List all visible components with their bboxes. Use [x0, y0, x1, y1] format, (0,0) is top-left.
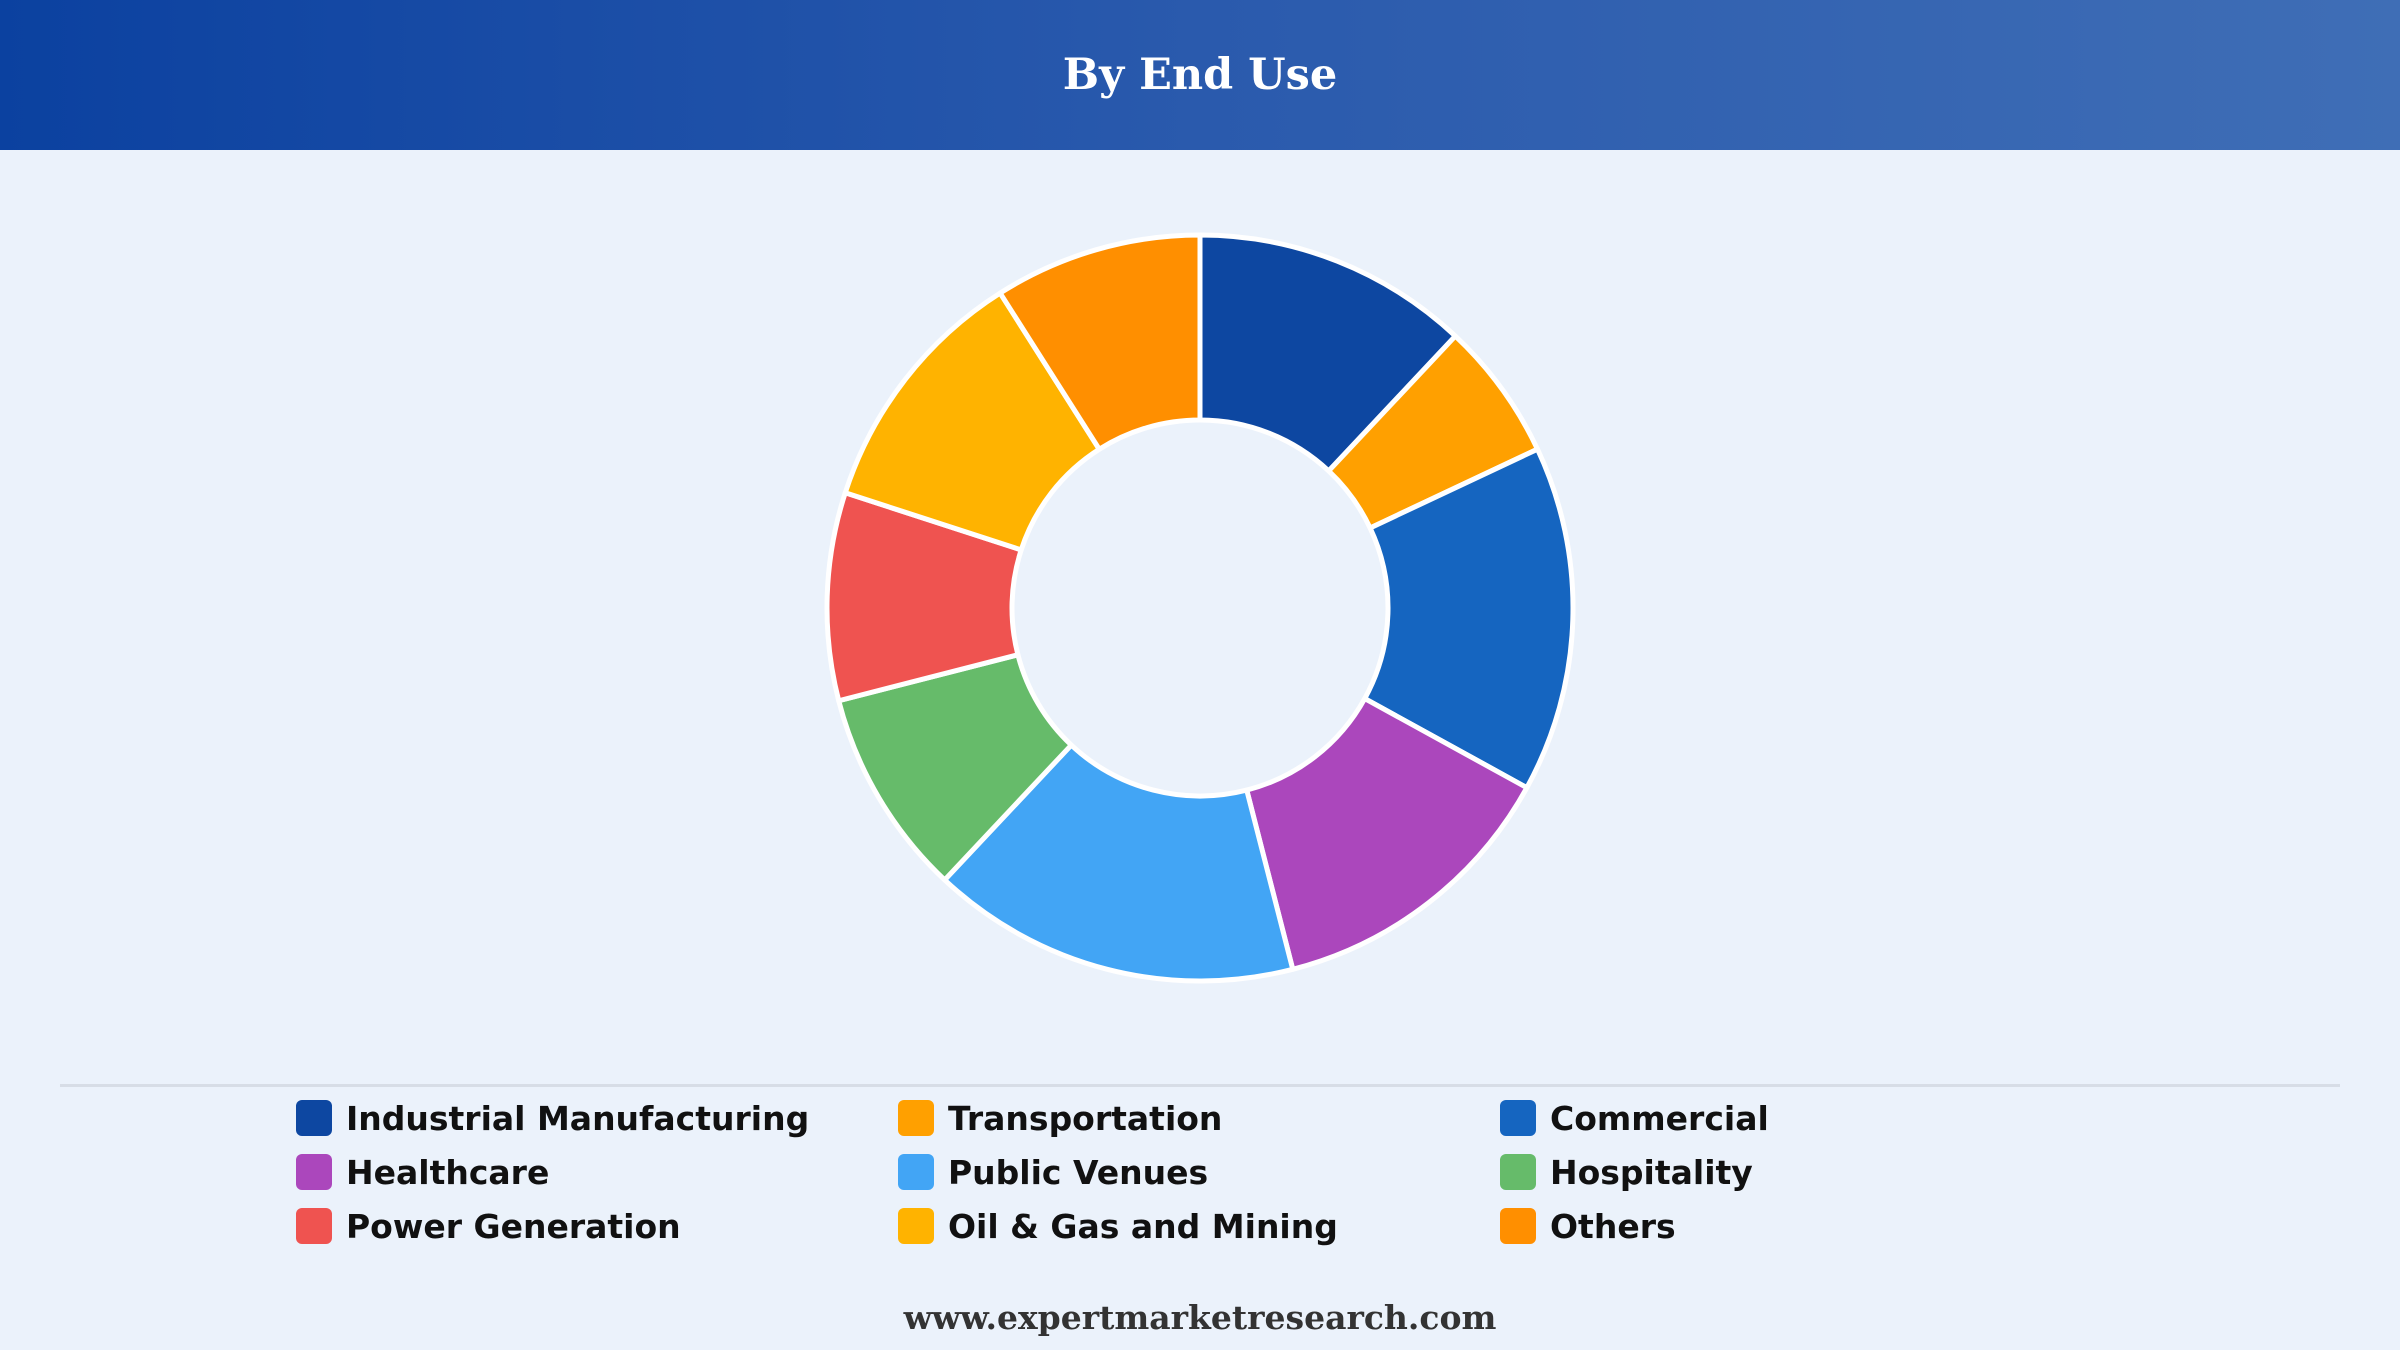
legend-label: Healthcare: [346, 1152, 550, 1192]
chart-title: By End Use: [1062, 50, 1338, 100]
legend-label: Hospitality: [1550, 1152, 1753, 1192]
donut-slice-others: [997, 232, 1203, 452]
donut-chart: [824, 232, 1576, 984]
chart-legend: Industrial Manufacturing Transportation Co…: [296, 1098, 2116, 1246]
legend-label: Oil & Gas and Mining: [948, 1206, 1338, 1246]
legend-item-transportation: Transportation: [898, 1098, 1500, 1138]
legend-label: Power Generation: [346, 1206, 681, 1246]
legend-item-healthcare: Healthcare: [296, 1152, 898, 1192]
legend-swatch: [1500, 1208, 1536, 1244]
legend-label: Public Venues: [948, 1152, 1209, 1192]
chart-area: [0, 150, 2400, 1080]
legend-item-oil-gas-and-mining: Oil & Gas and Mining: [898, 1206, 1500, 1246]
legend-swatch: [1500, 1100, 1536, 1136]
legend-swatch: [1500, 1154, 1536, 1190]
legend-label: Industrial Manufacturing: [346, 1098, 810, 1138]
donut-slice-oil-gas-and-mining: [842, 290, 1102, 553]
legend-swatch: [898, 1100, 934, 1136]
legend-swatch: [898, 1154, 934, 1190]
legend-item-commercial: Commercial: [1500, 1098, 2102, 1138]
legend-item-industrial-manufacturing: Industrial Manufacturing: [296, 1098, 898, 1138]
legend-item-public-venues: Public Venues: [898, 1152, 1500, 1192]
donut-slice-commercial: [1362, 446, 1576, 791]
legend-divider: [60, 1084, 2340, 1087]
donut-slice-public-venues: [942, 742, 1296, 984]
legend-swatch: [296, 1100, 332, 1136]
legend-label: Transportation: [948, 1098, 1223, 1138]
chart-header: By End Use: [0, 0, 2400, 150]
legend-item-hospitality: Hospitality: [1500, 1152, 2102, 1192]
legend-swatch: [296, 1208, 332, 1244]
legend-label: Commercial: [1550, 1098, 1769, 1138]
legend-item-others: Others: [1500, 1206, 2102, 1246]
legend-swatch: [296, 1154, 332, 1190]
legend-swatch: [898, 1208, 934, 1244]
source-watermark: www.expertmarketresearch.com: [903, 1298, 1497, 1337]
donut-slice-industrial-manufacturing: [1197, 232, 1458, 474]
legend-label: Others: [1550, 1206, 1676, 1246]
donut-slice-healthcare: [1244, 696, 1530, 972]
legend-item-power-generation: Power Generation: [296, 1206, 898, 1246]
